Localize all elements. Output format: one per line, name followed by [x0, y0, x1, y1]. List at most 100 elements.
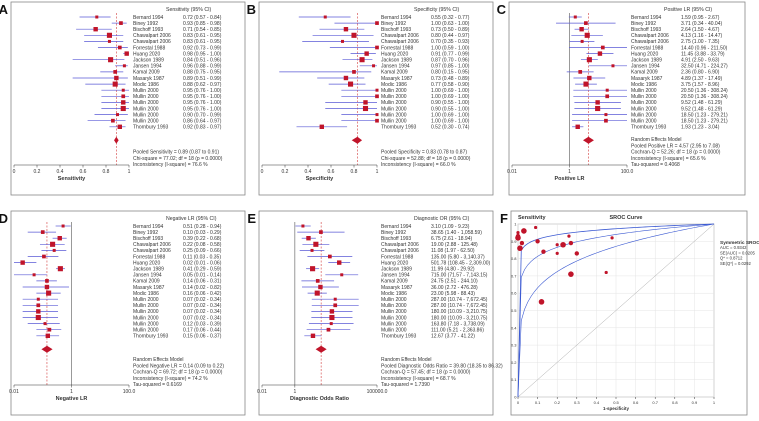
study-name: Mullin 2000 [381, 112, 407, 118]
y-tick-label: 0.8 [511, 256, 517, 261]
x-axis-label: Specificity [306, 176, 334, 182]
point-estimate-marker [52, 248, 56, 252]
study-name: Forrestal 1988 [133, 45, 165, 51]
study-name: Mullin 2000 [133, 321, 159, 327]
study-name: Jansen 1994 [381, 64, 410, 70]
point-estimate-marker [40, 230, 45, 234]
point-estimate-marker [119, 21, 123, 25]
point-estimate-marker [113, 70, 118, 74]
study-name: Mullin 2000 [133, 328, 159, 334]
study-name: Chawalpart 2006 [381, 39, 419, 45]
summary-text: Random Effects Model [381, 357, 432, 363]
forest-header: Diagnostic OR (95% CI) [414, 216, 470, 222]
y-tick-label: 0.9 [511, 239, 517, 244]
x-tick-label: 0.6 [328, 169, 335, 175]
x-tick-label: 0.8 [672, 400, 678, 405]
study-name: Chawalpart 2006 [133, 33, 171, 39]
study-ci-value: 11.99 (4.80 - 29.92) [431, 267, 475, 273]
study-ci-value: 1.00 (0.69 - 1.00) [431, 112, 470, 118]
study-ci-value: 1.00 (0.69 - 1.00) [431, 88, 470, 94]
point-estimate-marker [114, 75, 119, 81]
study-name: Bischoff 1993 [381, 236, 411, 242]
study-ci-value: 0.25 (0.09 - 0.66) [183, 248, 222, 254]
study-ci-value: 135.00 (5.80 - 3,140.37) [431, 254, 485, 260]
study-ci-value: 0.22 (0.08 - 0.58) [183, 242, 222, 248]
point-estimate-marker [36, 309, 41, 314]
study-ci-value: 0.70 (0.35 - 0.93) [431, 39, 470, 45]
panel-frame [510, 210, 748, 416]
x-tick-label: 0.2 [34, 169, 41, 175]
summary-text: Tau-squared = 1.7390 [381, 382, 430, 388]
study-ci-value: 0.80 (0.15 - 0.95) [431, 70, 470, 76]
point-estimate-marker [57, 236, 62, 241]
study-ci-value: 3.75 (1.57 - 8.96) [681, 82, 720, 88]
summary-text: Tau-squared = 0.4068 [631, 162, 680, 168]
point-estimate-marker [340, 273, 344, 277]
study-ci-value: 0.07 (0.02 - 0.34) [183, 303, 222, 309]
chance-diagonal [517, 223, 715, 398]
point-estimate-marker [359, 57, 365, 63]
chart-title: SROC Curve [609, 215, 642, 221]
x-tick-label: 0.6 [80, 169, 87, 175]
study-name: Masaryk 1987 [631, 76, 663, 82]
study-name: Forrestal 1988 [133, 254, 165, 260]
study-name: Forrestal 1988 [381, 45, 413, 51]
study-name: Mullin 2000 [381, 88, 407, 94]
study-point [568, 271, 574, 277]
study-point [535, 239, 540, 244]
point-estimate-marker [117, 45, 122, 50]
study-name: Bischoff 1993 [133, 236, 163, 242]
point-estimate-marker [120, 105, 126, 112]
study-name: Chawalpart 2006 [381, 33, 419, 39]
panel-frame [258, 210, 494, 416]
point-estimate-marker [586, 57, 592, 63]
summary-text: Cochran-Q = 69.72; df = 18 (p = 0.0000) [133, 370, 223, 376]
pooled-diamond [351, 136, 363, 144]
study-name: Biney 1992 [631, 21, 656, 27]
point-estimate-marker [112, 81, 118, 87]
panel-b: B Specificity (95% CI)Bernard 1994 0.55 (0… [247, 1, 494, 196]
study-point [567, 234, 571, 238]
study-name: Mullin 2000 [133, 112, 159, 118]
summary-text: Pooled Negative LR = 0.14 (0.09 to 0.22) [133, 363, 224, 369]
study-name: Bernard 1994 [381, 15, 412, 21]
study-name: Mullin 2000 [133, 309, 159, 315]
study-ci-value: 4.13 (1.16 - 14.47) [681, 33, 722, 39]
point-estimate-marker [329, 322, 333, 326]
study-ci-value: 0.52 (0.30 - 0.74) [431, 125, 470, 131]
study-ci-value: 11.08 (1.97 - 62.50) [431, 248, 475, 254]
study-ci-value: 0.92 (0.73 - 0.99) [183, 45, 222, 51]
study-ci-value: 0.17 (0.06 - 0.44) [183, 328, 222, 334]
study-ci-value: 0.90 (0.55 - 1.00) [431, 106, 470, 112]
point-estimate-marker [333, 303, 338, 308]
study-ci-value: 1.59 (0.95 - 2.67) [681, 15, 720, 21]
point-estimate-marker [575, 124, 580, 129]
study-name: Modic 1986 [133, 82, 159, 88]
study-point [534, 225, 538, 230]
point-estimate-marker [348, 81, 354, 87]
summary-text: Inconsistency (I-square) = 66.0 % [381, 162, 456, 168]
study-name: Biney 1992 [381, 21, 406, 27]
pooled-diamond [114, 136, 119, 144]
point-estimate-marker [45, 333, 51, 338]
point-estimate-marker [122, 64, 126, 68]
panel-d: D Negative LR (95% CI)Bernard 1994 0.51 (0… [0, 210, 246, 416]
panel-f: F Sensitivity SROC Curve 00 0.1 0.1 0.2 0.2 0.3 0… [500, 210, 759, 416]
point-estimate-marker [578, 70, 583, 74]
study-point [555, 243, 559, 247]
study-name: Thornbury 1993 [133, 334, 169, 340]
study-ci-value: 3.71 (0.34 - 40.04) [681, 21, 722, 27]
point-estimate-marker [32, 273, 36, 277]
study-ci-value: 3.10 (1.09 - 9.23) [431, 224, 470, 230]
study-name: Thornbury 1993 [631, 125, 667, 131]
study-name: Mullin 2000 [381, 106, 407, 112]
study-name: Jackson 1989 [381, 58, 412, 64]
study-ci-value: 0.91 (0.77 - 0.99) [431, 51, 470, 57]
x-tick-label: 100.0 [621, 169, 634, 175]
x-axis-label: Diagnostic Odds Ratio [290, 396, 350, 402]
x-tick-label: 1 [376, 169, 379, 175]
point-estimate-marker [36, 303, 41, 308]
study-name: Biney 1992 [133, 230, 158, 236]
point-estimate-marker [315, 279, 320, 283]
study-ci-value: 0.97 (0.85 - 1.00) [431, 64, 470, 70]
